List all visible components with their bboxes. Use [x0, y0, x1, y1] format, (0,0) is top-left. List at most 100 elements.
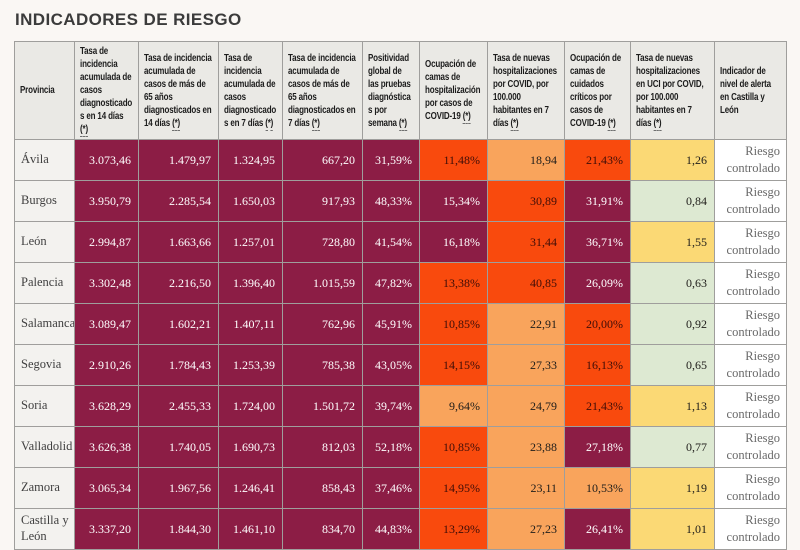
column-header-7: Tasa de nuevas hospitalizaciones por COV…: [487, 41, 565, 140]
value-cell: 2.285,54: [138, 180, 219, 222]
province-cell: Ávila: [14, 139, 75, 181]
value-cell: 785,38: [282, 344, 363, 386]
value-cell: 21,43%: [564, 139, 631, 181]
footnote-mark[interactable]: (*): [510, 117, 519, 131]
table-header: Provincia Tasa de incidencia acumulada de…: [14, 41, 787, 140]
alert-level-cell: Riesgo controlado: [714, 508, 787, 550]
value-cell: 45,91%: [362, 303, 420, 345]
value-cell: 41,54%: [362, 221, 420, 263]
value-cell: 762,96: [282, 303, 363, 345]
value-cell: 16,18%: [419, 221, 488, 263]
value-cell: 26,09%: [564, 262, 631, 304]
column-header-2: Tasa de incidencia acumulada de casos de…: [138, 41, 219, 140]
province-cell: Castilla y León: [14, 508, 75, 550]
value-cell: 3.073,46: [74, 139, 139, 181]
page-title: INDICADORES DE RIESGO: [15, 10, 242, 29]
alert-level-cell: Riesgo controlado: [714, 385, 787, 427]
value-cell: 2.216,50: [138, 262, 219, 304]
footnote-mark[interactable]: (*): [311, 117, 320, 131]
column-header-5: Positividad global de las pruebas diagnó…: [362, 41, 420, 140]
value-cell: 1.967,56: [138, 467, 219, 509]
value-cell: 16,13%: [564, 344, 631, 386]
table-row: Valladolid 3.626,38 1.740,05 1.690,73 812,03…: [14, 426, 787, 468]
value-cell: 15,34%: [419, 180, 488, 222]
alert-level-cell: Riesgo controlado: [714, 467, 787, 509]
value-cell: 1.602,21: [138, 303, 219, 345]
province-cell: León: [14, 221, 75, 263]
table-row: Soria 3.628,29 2.455,33 1.724,00 1.501,72 39,…: [14, 385, 787, 427]
column-header-0: Provincia: [14, 41, 75, 140]
value-cell: 40,85: [487, 262, 565, 304]
value-cell: 23,11: [487, 467, 565, 509]
value-cell: 10,85%: [419, 426, 488, 468]
alert-level-cell: Riesgo controlado: [714, 262, 787, 304]
alert-level-cell: Riesgo controlado: [714, 344, 787, 386]
value-cell: 1,19: [630, 467, 715, 509]
value-cell: 1,13: [630, 385, 715, 427]
value-cell: 21,43%: [564, 385, 631, 427]
value-cell: 1.407,11: [218, 303, 283, 345]
province-cell: Burgos: [14, 180, 75, 222]
column-header-label: Positividad global de las pruebas diagnó…: [368, 52, 411, 131]
alert-level-cell: Riesgo controlado: [714, 303, 787, 345]
value-cell: 728,80: [282, 221, 363, 263]
footnote-mark[interactable]: (*): [653, 117, 662, 131]
footnote-mark[interactable]: (*): [462, 111, 471, 124]
value-cell: 31,59%: [362, 139, 420, 181]
value-cell: 52,18%: [362, 426, 420, 468]
table-row: Castilla y León 3.337,20 1.844,30 1.461,10 8…: [14, 508, 787, 550]
value-cell: 23,88: [487, 426, 565, 468]
footnote-mark[interactable]: (*): [398, 117, 407, 131]
value-cell: 0,77: [630, 426, 715, 468]
value-cell: 1.479,97: [138, 139, 219, 181]
value-cell: 3.302,48: [74, 262, 139, 304]
value-cell: 31,91%: [564, 180, 631, 222]
column-header-label: Ocupación de camas de cuidados críticos …: [570, 52, 621, 131]
value-cell: 9,64%: [419, 385, 488, 427]
footnote-mark[interactable]: (*): [265, 117, 274, 131]
alert-level-cell: Riesgo controlado: [714, 180, 787, 222]
value-cell: 27,23: [487, 508, 565, 550]
value-cell: 24,79: [487, 385, 565, 427]
column-header-6: Ocupación de camas de hospitalización po…: [419, 41, 488, 140]
value-cell: 0,63: [630, 262, 715, 304]
value-cell: 1.324,95: [218, 139, 283, 181]
value-cell: 30,89: [487, 180, 565, 222]
value-cell: 11,48%: [419, 139, 488, 181]
value-cell: 1.690,73: [218, 426, 283, 468]
footnote-mark[interactable]: (*): [80, 124, 88, 137]
value-cell: 31,44: [487, 221, 565, 263]
value-cell: 0,84: [630, 180, 715, 222]
value-cell: 812,03: [282, 426, 363, 468]
table-row: Ávila 3.073,46 1.479,97 1.324,95 667,20 31,59…: [14, 139, 787, 181]
value-cell: 0,65: [630, 344, 715, 386]
alert-level-cell: Riesgo controlado: [714, 221, 787, 263]
risk-indicators-table: Provincia Tasa de incidencia acumulada de…: [14, 41, 787, 550]
footnote-mark[interactable]: (*): [172, 117, 181, 131]
value-cell: 1.461,10: [218, 508, 283, 550]
column-header-4: Tasa de incidencia acumulada de casos de…: [282, 41, 363, 140]
value-cell: 3.628,29: [74, 385, 139, 427]
value-cell: 3.950,79: [74, 180, 139, 222]
column-header-9: Tasa de nuevas hospitalizaciones en UCI …: [630, 41, 715, 140]
value-cell: 47,82%: [362, 262, 420, 304]
value-cell: 39,74%: [362, 385, 420, 427]
column-header-label: Indicador de nivel de alerta en Castilla…: [720, 65, 771, 116]
column-header-label: Tasa de incidencia acumulada de casos di…: [80, 46, 133, 137]
value-cell: 1,55: [630, 221, 715, 263]
value-cell: 1.015,59: [282, 262, 363, 304]
value-cell: 1.253,39: [218, 344, 283, 386]
value-cell: 10,85%: [419, 303, 488, 345]
column-header-10: Indicador de nivel de alerta en Castilla…: [714, 41, 787, 140]
table-row: Burgos 3.950,79 2.285,54 1.650,03 917,93 48,3…: [14, 180, 787, 222]
column-header-3: Tasa de incidencia acumulada de casos di…: [218, 41, 283, 140]
alert-level-cell: Riesgo controlado: [714, 426, 787, 468]
column-header-label: Provincia: [20, 85, 55, 96]
value-cell: 37,46%: [362, 467, 420, 509]
value-cell: 3.337,20: [74, 508, 139, 550]
footnote-mark[interactable]: (*): [607, 117, 616, 131]
value-cell: 48,33%: [362, 180, 420, 222]
value-cell: 27,18%: [564, 426, 631, 468]
value-cell: 43,05%: [362, 344, 420, 386]
value-cell: 1.784,43: [138, 344, 219, 386]
